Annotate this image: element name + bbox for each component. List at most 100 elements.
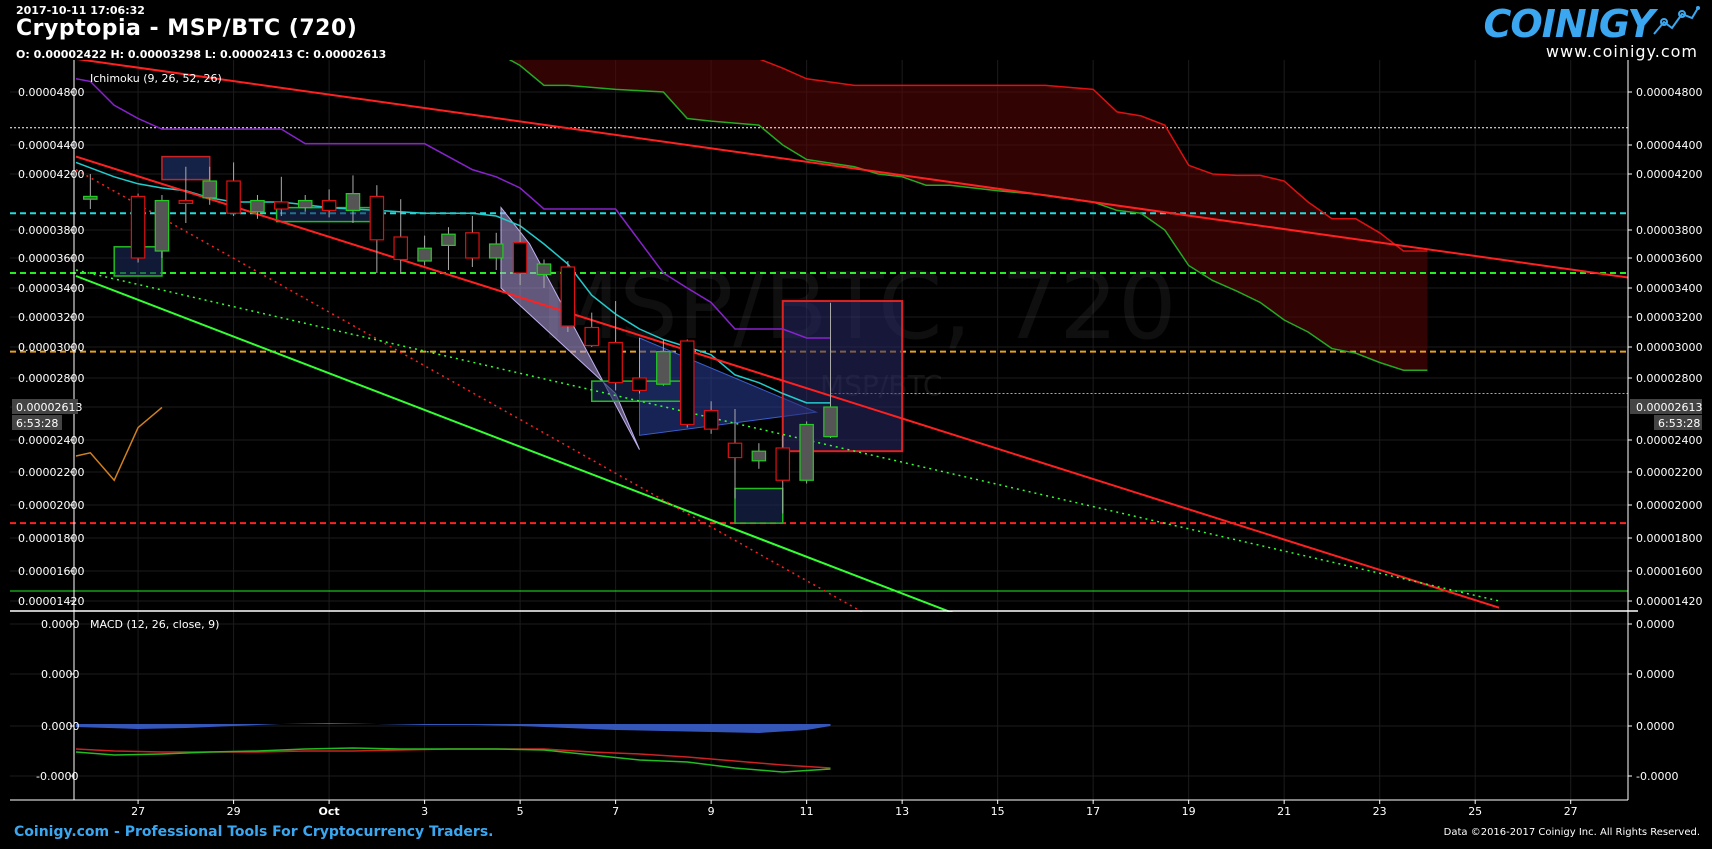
y-tick-label-right: 0.00003400 [1636,282,1702,295]
candle-body [321,200,337,212]
x-tick-label: 19 [1182,805,1196,818]
y-tick-label-right: 0.00001600 [1636,565,1702,578]
candle-body [202,180,217,199]
candle-body [584,326,600,347]
ohlc-readout: O: 0.00002422 H: 0.00003298 L: 0.0000241… [16,48,387,61]
candle-body [369,195,385,241]
candle-body [130,195,146,259]
y-tick-label-left: 0.00003600 [18,252,84,265]
countdown-left-bg [12,415,62,430]
x-tick-label: Oct [319,805,340,818]
x-tick-label: 15 [991,805,1005,818]
candle-body [536,263,552,276]
countdown-right-bg [1654,415,1702,430]
x-tick-label: 21 [1277,805,1291,818]
x-tick-label: 13 [895,805,909,818]
y-tick-label-right: 0.00002000 [1636,499,1702,512]
y-tick-label-left: 0.00002200 [18,466,84,479]
y-tick-label-left: 0.00001800 [18,532,84,545]
price-badge-left: 0.00002613 [16,401,82,414]
y-tick-label-right: 0.00004800 [1636,86,1702,99]
x-tick-label: 25 [1468,805,1482,818]
y-tick-label-right: 0.00003200 [1636,311,1702,324]
y-tick-label-right: 0.00002400 [1636,434,1702,447]
trendline-red-solid [75,155,1500,609]
trend-lines [75,60,1628,612]
macd-tick-right: -0.0000 [1636,770,1678,783]
senkou-a-line [508,60,1428,371]
countdown-right: 6:53:28 [1658,417,1700,430]
y-tick-label-right: 0.00003800 [1636,224,1702,237]
candle-body [679,340,695,426]
candle-body [488,243,504,259]
y-tick-label-right: 0.00001800 [1636,532,1702,545]
y-tick-label-left: 0.00003400 [18,282,84,295]
candle-body [274,201,289,210]
footer-tagline[interactable]: Coinigy.com - Professional Tools For Cry… [14,824,494,840]
candles [83,162,838,514]
macd-panel [10,610,1638,773]
y-tick-label-right: 0.00004200 [1636,168,1702,181]
price-badge-left-bg [12,399,78,414]
x-tick-label: 27 [131,805,145,818]
y-tick-label-right: 0.00004400 [1636,139,1702,152]
candle-body [775,447,791,481]
y-tick-label-left: 0.00001600 [18,565,84,578]
x-tick-label: 17 [1086,805,1100,818]
y-tick-label-left: 0.00003800 [18,224,84,237]
trendline-red-solid [76,60,1628,279]
candle-body [345,193,361,212]
candle-body [297,200,313,209]
price-badge-right-bg [1630,399,1702,414]
x-tick-label: 29 [227,805,241,818]
y-tick-label-right: 0.00002800 [1636,372,1702,385]
candle-body [727,442,743,459]
y-tick-label-left: 0.00002800 [18,372,84,385]
y-tick-label-left: 0.00002000 [18,499,84,512]
x-tick-label: 11 [800,805,814,818]
candle-body [226,180,241,214]
candle-body [656,351,671,385]
x-tick-label: 9 [708,805,715,818]
candle-body [154,200,170,252]
candle-body [178,200,194,205]
ichimoku-cloud [510,60,1428,371]
y-tick-label-left: 0.00003000 [18,341,84,354]
candle-body [703,409,719,430]
candle-body [441,233,456,246]
logo-url: www.coinigy.com [1545,42,1698,61]
candle-body [560,266,576,327]
x-tick-label: 27 [1564,805,1578,818]
x-tick-label: 7 [612,805,619,818]
x-tick-label: 5 [517,805,524,818]
y-tick-label-right: 0.00002200 [1636,466,1702,479]
kijun-sen-line [75,78,831,339]
logo-text: COINIGY [1483,2,1655,46]
footer-copyright: Data ©2016-2017 Coinigy Inc. All Rights … [1443,827,1700,838]
candle-body [751,450,767,462]
macd-tick-left: 0.0000 [41,618,80,631]
candle-body [512,242,528,274]
macd-tick-left: -0.0000 [36,770,78,783]
price-badge-right: 0.00002613 [1636,401,1702,414]
x-tick-label: 23 [1373,805,1387,818]
horizontal-levels [10,127,1628,592]
candle-body [417,247,432,262]
purple-channel [500,206,640,450]
candle-body [465,232,480,259]
candle-body [632,377,647,392]
candle-body [823,406,838,438]
timestamp: 2017-10-11 17:06:32 [16,4,145,17]
candle-body [608,341,623,384]
macd-tick-left: 0.0000 [41,720,80,733]
coinigy-logo[interactable]: COINIGY www.coinigy.com [1484,2,1704,62]
ichimoku-label: Ichimoku (9, 26, 52, 26) [90,72,222,85]
macd-tick-right: 0.0000 [1636,618,1675,631]
y-tick-label-right: 0.00001420 [1636,595,1702,608]
chikou-span-line [75,406,163,482]
macd-tick-right: 0.0000 [1636,720,1675,733]
y-tick-label-right: 0.00003000 [1636,341,1702,354]
x-tick-label: 3 [421,805,428,818]
senkou-b-line [759,60,1428,252]
